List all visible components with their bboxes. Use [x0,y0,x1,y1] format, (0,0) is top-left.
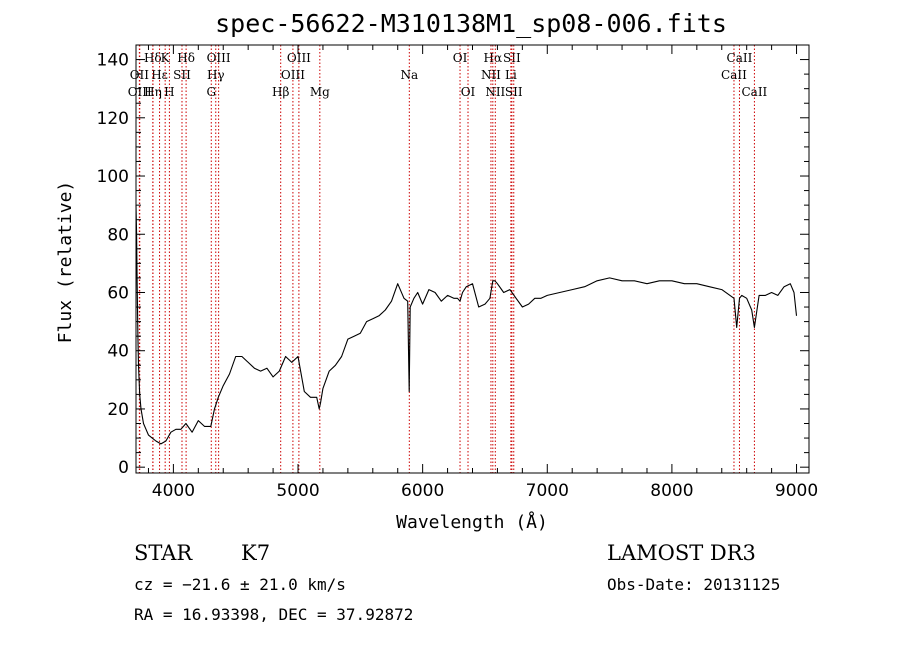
spectral-line-label: Na [400,68,418,82]
x-tick-label: 7000 [526,481,569,501]
x-tick-label: 5000 [276,481,319,501]
spectral-line-label: OIII [281,68,305,82]
spectral-line-label: Hε [151,68,168,82]
spectral-line-label: OIII [287,51,311,65]
x-tick-label: 4000 [152,481,195,501]
spectral-line-label: Hγ [207,68,225,82]
plot-frame [135,44,810,474]
spectral-line-label: K [161,51,171,65]
x-tick-label: 8000 [650,481,693,501]
spectral-line-label: H [164,85,174,99]
spectral-line-label: Li [505,68,517,82]
x-axis-label: Wavelength (Å) [396,511,548,533]
spectral-line-label: OI [461,85,476,99]
x-tick-label: 6000 [401,481,444,501]
spectral-line-label: SII [505,85,523,99]
x-tick-label: 9000 [775,481,818,501]
spectral-line-label: OI [453,51,468,65]
spectral-line-label: OIII [128,85,152,99]
y-axis-label: Flux (relative) [55,181,76,344]
spectral-line-label: Mg [310,85,330,99]
survey-name: LAMOST DR3 [607,541,756,565]
spectral-line-label: OII [130,68,150,82]
spectral-line-label: CaII [741,85,767,99]
spectral-line-label: SII [503,51,521,65]
obs-date: Obs-Date: 20131125 [607,575,780,594]
spectral-line-markers: Hδ OII OIII Hε Hη K H Hδ SII OIII Hγ G OIII OIII Hβ Mg N… [128,45,768,473]
spectral-line-label: Hη [144,85,162,99]
y-tick-label: 140 [97,51,129,71]
coordinates: RA = 16.93398, DEC = 37.92872 [134,605,413,624]
y-tick-label: 80 [107,225,129,245]
spectral-line-label: Hδ [144,51,162,65]
spectral-line-label: Hα [484,51,503,65]
spectral-line-label: Hβ [272,85,289,99]
y-tick-label: 40 [107,342,129,362]
spectral-line-label: SII [173,68,191,82]
spectral-line-label: NII [485,85,505,99]
spectral-line-label: OIII [207,51,231,65]
spectral-line-label: G [206,85,216,99]
y-tick-label: 120 [97,109,129,129]
y-tick-label: 20 [107,400,129,420]
object-subclass: K7 [241,541,270,565]
spectral-line-label: Hδ [177,51,195,65]
y-axis-ticks: 0 20 40 60 80 100 120 140 [97,51,809,478]
redshift-value: cz = −21.6 ± 21.0 km/s [134,575,346,594]
spectrum-line [135,205,798,445]
spectral-line-label: CaII [721,68,747,82]
spectrum-series [135,205,798,445]
y-tick-label: 0 [118,458,129,478]
x-axis-ticks: 4000 5000 6000 7000 8000 9000 [147,45,818,501]
spectral-line-label: CaII [727,51,753,65]
chart-title: spec-56622-M310138M1_sp08-006.fits [215,9,727,38]
object-class: STAR [134,541,193,565]
y-tick-label: 100 [97,167,129,187]
y-tick-label: 60 [107,283,129,303]
spectral-line-label: NII [481,68,501,82]
